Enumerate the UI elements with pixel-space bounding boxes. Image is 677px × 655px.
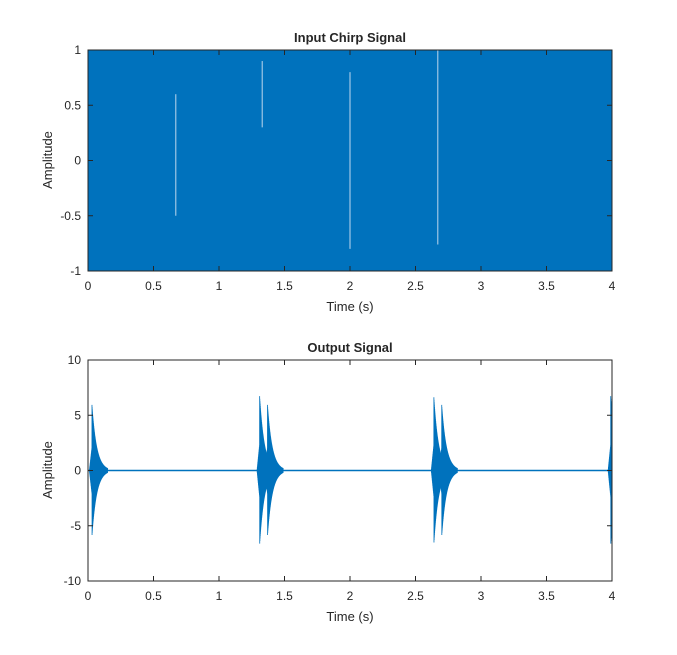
x-tick-label: 0.5 bbox=[145, 589, 162, 603]
y-tick-label: 0 bbox=[74, 154, 81, 168]
output-burst bbox=[264, 404, 284, 535]
x-axis-ticks: 0 0.5 1 1.5 2 2.5 3 3.5 4 bbox=[85, 50, 616, 293]
x-tick-label: 3 bbox=[478, 589, 485, 603]
x-tick-label: 2.5 bbox=[407, 279, 424, 293]
output-burst bbox=[88, 404, 109, 535]
y-axis-label: Amplitude bbox=[40, 441, 55, 499]
x-tick-label: 3.5 bbox=[538, 279, 555, 293]
x-axis-label: Time (s) bbox=[326, 299, 373, 314]
y-tick-label: 0 bbox=[74, 464, 81, 478]
x-tick-label: 0 bbox=[85, 589, 92, 603]
input-chirp-plot: Input Chirp Signal 0 0.5 1 1.5 2 2.5 3 3.5 4 1 0.… bbox=[40, 30, 616, 314]
y-tick-label: -0.5 bbox=[60, 209, 81, 223]
y-tick-label: -10 bbox=[64, 574, 82, 588]
x-tick-label: 3 bbox=[478, 279, 485, 293]
plot-title: Input Chirp Signal bbox=[294, 30, 406, 45]
x-tick-label: 0 bbox=[85, 279, 92, 293]
x-axis-label: Time (s) bbox=[326, 609, 373, 624]
x-tick-label: 1.5 bbox=[276, 279, 293, 293]
output-burst bbox=[438, 404, 458, 535]
plot-title: Output Signal bbox=[307, 340, 392, 355]
y-axis-label: Amplitude bbox=[40, 131, 55, 189]
input-chirp-series bbox=[88, 50, 612, 271]
x-tick-label: 1 bbox=[216, 279, 223, 293]
y-axis-ticks: 10 5 0 -5 -10 bbox=[64, 353, 612, 588]
output-burst bbox=[607, 396, 613, 544]
y-tick-label: 0.5 bbox=[64, 98, 81, 112]
x-tick-label: 1 bbox=[216, 589, 223, 603]
output-signal-plot: Output Signal 0 0.5 1 1.5 2 2.5 3 3.5 4 10 5 0 -5 -1… bbox=[40, 340, 616, 624]
x-tick-label: 0.5 bbox=[145, 279, 162, 293]
output-signal-series bbox=[88, 396, 613, 544]
x-axis-ticks: 0 0.5 1 1.5 2 2.5 3 3.5 4 bbox=[85, 360, 616, 603]
x-tick-label: 4 bbox=[609, 589, 616, 603]
y-axis-ticks: 1 0.5 0 -0.5 -1 bbox=[60, 43, 612, 278]
x-tick-label: 3.5 bbox=[538, 589, 555, 603]
y-tick-label: -1 bbox=[70, 264, 81, 278]
x-tick-label: 2 bbox=[347, 279, 354, 293]
y-tick-label: 1 bbox=[74, 43, 81, 57]
x-tick-label: 1.5 bbox=[276, 589, 293, 603]
y-tick-label: 5 bbox=[74, 408, 81, 422]
y-tick-label: -5 bbox=[70, 519, 81, 533]
x-tick-label: 4 bbox=[609, 279, 616, 293]
x-tick-label: 2.5 bbox=[407, 589, 424, 603]
y-tick-label: 10 bbox=[68, 353, 82, 367]
x-tick-label: 2 bbox=[347, 589, 354, 603]
